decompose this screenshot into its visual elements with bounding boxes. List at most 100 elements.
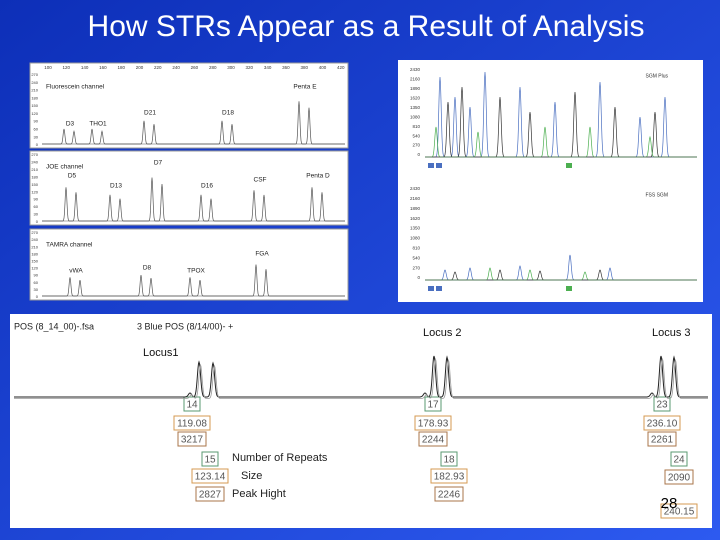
x-tick-label: 180 [117,65,125,70]
x-tick-label: 200 [136,65,144,70]
x-tick-label: 280 [209,65,217,70]
repeats-box [183,396,201,412]
y-tick-label: 540 [412,133,420,138]
x-tick-label: 260 [191,65,199,70]
size-box [191,468,229,484]
y-tick-label: 1350 [410,226,421,231]
size-box [643,415,681,431]
y-tick-label: 210 [31,88,38,93]
height-label: 2827 [199,490,222,501]
locus-label: D3 [66,121,75,128]
locus-label: D5 [68,173,77,180]
locus-label: D13 [110,183,122,190]
y-tick-label: 1620 [410,96,421,101]
trace-name: 3 Blue POS (8/14/00)- + [137,321,233,331]
repeats-label: 17 [427,400,439,411]
repeats-box [201,451,219,467]
y-tick-label: 2160 [410,77,421,82]
y-tick-label: 210 [31,244,38,249]
y-tick-label: 240 [31,160,38,165]
x-tick-label: 120 [63,65,71,70]
y-tick-label: 0 [36,142,39,147]
size-label: 119.08 [177,419,207,430]
channel-name: TAMRA channel [46,242,93,249]
repeats-label: 15 [204,455,216,466]
y-tick-label: 810 [412,124,420,129]
trace-shadow [14,357,708,399]
legend-repeats: Number of Repeats [232,452,328,464]
y-tick-label: 2430 [410,67,421,72]
repeats-label: 23 [656,400,668,411]
height-box [664,469,694,485]
y-tick-label: 150 [31,259,38,264]
size-box [430,468,468,484]
y-tick-label: 2430 [410,186,421,191]
x-tick-label: 100 [44,65,52,70]
size-label: 178.93 [418,419,449,430]
y-tick-label: 60 [34,204,39,209]
channel-name: Fluorescein channel [46,84,105,91]
y-tick-label: 1080 [410,236,421,241]
legend-swatch [436,163,442,168]
repeats-label: 24 [673,455,685,466]
y-tick-label: 60 [34,280,39,285]
height-box [434,486,464,502]
y-tick-label: 180 [31,95,38,100]
height-label: 3217 [181,435,204,446]
locus-name: Locus1 [143,347,178,359]
repeats-box [424,396,442,412]
y-tick-label: 150 [31,103,38,108]
x-tick-label: 140 [81,65,89,70]
right-panels: 2430 2160 1890 1620 1350 1080 810 540 270 0 SGM Pl… [398,60,703,302]
y-tick-label: 270 [412,143,420,148]
y-tick-label: 210 [31,167,38,172]
channel-name: JOE channel [46,164,84,171]
y-tick-label: 120 [31,111,38,116]
y-tick-label: 540 [412,255,420,260]
x-tick-label: 360 [282,65,290,70]
legend-size: Size [241,470,262,482]
y-tick-label: 240 [31,237,38,242]
y-tick-label: 180 [31,174,38,179]
left-panels: 100 120 140 160 180 200 220 240 260 280 300 320 340 3… [29,62,349,301]
y-tick-label: 1080 [410,114,421,119]
chart-name: SGM Plus [645,73,668,79]
height-box [195,486,225,502]
locus-label: D21 [144,110,156,117]
height-box [177,431,207,447]
y-tick-label: 810 [412,246,420,251]
size-box [173,415,211,431]
y-tick-label: 90 [34,197,39,202]
height-label: 2261 [651,435,674,446]
x-tick-label: 400 [319,65,327,70]
locus-label: D18 [222,110,234,117]
y-tick-label: 60 [34,127,39,132]
y-tick-label: 270 [31,230,38,235]
y-tick-label: 1620 [410,216,421,221]
y-tick-label: 0 [36,294,39,299]
locus-label: FGA [255,251,269,258]
trace [14,355,708,398]
channel-panel [29,150,349,226]
y-tick-label: 0 [36,219,39,224]
x-tick-label: 340 [264,65,272,70]
x-tick-label: 380 [300,65,308,70]
y-tick-label: 270 [412,265,420,270]
locus-label: CSF [254,177,267,184]
y-tick-label: 1890 [410,206,421,211]
y-tick-label: 120 [31,266,38,271]
locus-name: Locus 3 [652,327,691,339]
legend-swatch [436,286,442,291]
legend-swatch [428,163,434,168]
repeats-box [440,451,458,467]
locus-label: TPOX [187,268,205,275]
x-tick-label: 240 [172,65,180,70]
size-label: 123.14 [195,472,226,483]
locus-label: THO1 [89,121,107,128]
x-tick-label: 420 [337,65,345,70]
locus-label: vWA [69,268,83,275]
y-tick-label: 90 [34,273,39,278]
y-tick-label: 240 [31,80,38,85]
height-label: 2090 [668,473,691,484]
